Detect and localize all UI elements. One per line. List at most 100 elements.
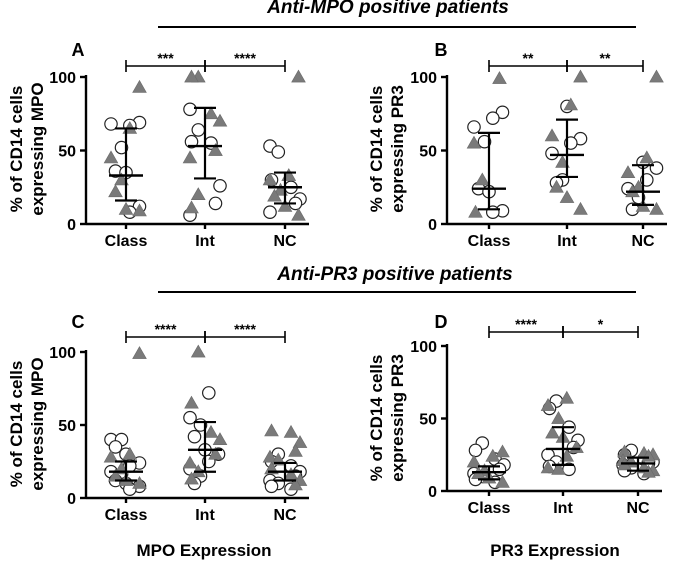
group-nc xyxy=(615,443,661,481)
group-nc xyxy=(620,69,664,217)
y-tick-label: 50 xyxy=(419,412,437,429)
data-point-triangle xyxy=(184,395,199,409)
data-point-triangle xyxy=(540,460,556,474)
data-point-triangle xyxy=(495,474,510,488)
y-tick-label: 50 xyxy=(419,144,437,161)
data-point-circle xyxy=(263,205,277,219)
data-point-circle xyxy=(492,462,507,477)
data-point-triangle xyxy=(291,69,306,83)
significance-label: **** xyxy=(515,316,537,332)
data-point-circle xyxy=(208,196,223,211)
group-class xyxy=(103,346,147,496)
data-point-triangle xyxy=(649,201,664,215)
title-anti-mpo: Anti-MPO positive patients xyxy=(266,0,509,18)
data-point-circle xyxy=(649,161,664,175)
x-tick-label: NC xyxy=(631,233,655,250)
significance-bracket: **** xyxy=(204,50,286,72)
x-tick-label: NC xyxy=(273,233,297,250)
footer-mpo-expression: MPO Expression xyxy=(136,541,271,560)
y-tick-label: 100 xyxy=(49,70,76,87)
data-point-circle xyxy=(264,479,279,494)
data-point-triangle xyxy=(132,346,147,359)
panel-letter: C xyxy=(72,312,85,332)
data-point-triangle xyxy=(103,150,119,164)
y-tick-label: 0 xyxy=(428,217,437,234)
data-point-circle xyxy=(485,111,500,125)
data-point-triangle xyxy=(262,449,278,463)
x-tick-label: Class xyxy=(468,500,511,517)
data-point-triangle xyxy=(291,207,306,221)
data-point-triangle xyxy=(288,443,303,457)
data-point-triangle xyxy=(108,184,123,198)
data-point-triangle xyxy=(277,198,293,212)
data-point-triangle xyxy=(103,449,119,463)
significance-bracket: **** xyxy=(125,321,206,343)
data-point-triangle xyxy=(540,397,556,411)
data-point-triangle xyxy=(292,435,308,448)
data-point-triangle xyxy=(203,106,219,120)
data-point-triangle xyxy=(551,411,566,424)
data-point-circle xyxy=(184,134,199,149)
data-point-triangle xyxy=(545,425,560,439)
y-tick-label: 50 xyxy=(58,418,76,435)
data-point-triangle xyxy=(122,446,138,460)
data-point-circle xyxy=(477,134,492,149)
data-point-triangle xyxy=(118,201,134,215)
data-point-triangle xyxy=(485,448,501,462)
data-point-circle xyxy=(545,146,559,161)
group-class xyxy=(466,436,511,490)
data-point-circle xyxy=(495,105,510,120)
group-int xyxy=(540,390,585,477)
data-point-circle xyxy=(191,123,206,137)
data-point-triangle xyxy=(559,190,575,203)
significance-bracket: *** xyxy=(125,50,206,72)
data-point-circle xyxy=(562,462,576,477)
panel-letter: D xyxy=(435,312,448,332)
panel-a: A % of CD14 cells expressing MPO 0 50 100 Clas… xyxy=(7,40,309,250)
y-axis-label: % of CD14 cells expressing MPO xyxy=(7,357,47,490)
data-point-triangle xyxy=(495,444,510,458)
x-tick-label: Class xyxy=(468,233,511,250)
data-point-triangle xyxy=(649,69,664,83)
data-point-circle xyxy=(108,440,123,454)
data-point-triangle xyxy=(190,187,206,200)
x-tick-label: Class xyxy=(105,233,148,250)
panel-letter: A xyxy=(72,40,85,60)
data-point-triangle xyxy=(267,188,282,202)
data-point-circle xyxy=(114,140,129,155)
y-axis-label: % of CD14 cells expressing PR3 xyxy=(367,85,407,213)
data-point-circle xyxy=(468,443,483,458)
data-point-triangle xyxy=(132,79,147,93)
footer-pr3-expression: PR3 Expression xyxy=(490,541,619,560)
group-int xyxy=(544,69,588,215)
significance-label: **** xyxy=(234,50,256,66)
data-point-triangle xyxy=(573,69,588,83)
data-point-triangle xyxy=(182,455,198,469)
y-axis-label: % of CD14 cells expressing MPO xyxy=(7,82,47,215)
significance-label: **** xyxy=(234,321,256,337)
data-point-triangle xyxy=(563,97,579,111)
data-point-triangle xyxy=(212,432,228,446)
data-point-circle xyxy=(183,410,197,425)
data-point-triangle xyxy=(466,135,482,149)
data-point-triangle xyxy=(132,203,147,217)
data-point-circle xyxy=(467,120,481,134)
data-point-triangle xyxy=(492,71,507,84)
significance-label: **** xyxy=(155,321,177,337)
y-tick-label: 100 xyxy=(49,345,76,362)
data-point-triangle xyxy=(639,150,655,164)
x-tick-label: NC xyxy=(273,507,297,524)
panel-b: B % of CD14 cells expressing PR3 0 50 100 Clas… xyxy=(367,40,667,250)
data-point-triangle xyxy=(190,344,206,358)
data-point-triangle xyxy=(184,200,199,214)
data-point-triangle xyxy=(559,390,575,404)
x-tick-label: Int xyxy=(557,233,577,250)
data-point-triangle xyxy=(468,204,483,218)
significance-bracket: **** xyxy=(488,316,564,338)
panels: A % of CD14 cells expressing MPO 0 50 100 Clas… xyxy=(7,40,667,524)
data-point-triangle xyxy=(212,113,228,127)
x-tick-label: Class xyxy=(105,507,148,524)
group-class xyxy=(466,71,510,219)
data-point-triangle xyxy=(288,477,303,491)
